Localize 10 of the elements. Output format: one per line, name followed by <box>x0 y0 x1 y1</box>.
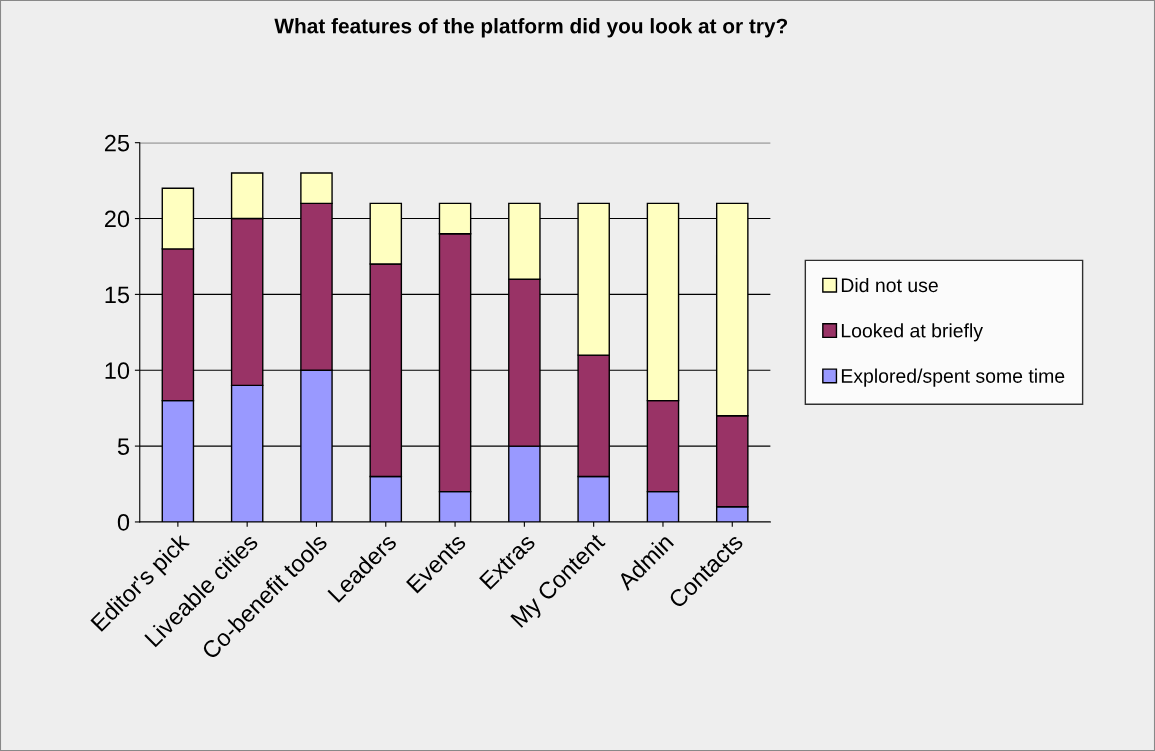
y-tick-label: 20 <box>104 210 130 228</box>
legend-label: Did not use <box>841 277 938 293</box>
y-tick-label: 15 <box>105 286 130 304</box>
y-tick-label: 5 <box>117 438 130 455</box>
legend-label: Looked at briefly <box>841 323 983 342</box>
y-tick-label: 25 <box>104 134 130 152</box>
chart-title: What features of the platform did you look at or try? <box>274 18 788 38</box>
y-tick-label: 10 <box>105 362 130 380</box>
y-tick-label: 0 <box>117 514 130 531</box>
legend-label: Explored/spent some time <box>841 368 1065 387</box>
